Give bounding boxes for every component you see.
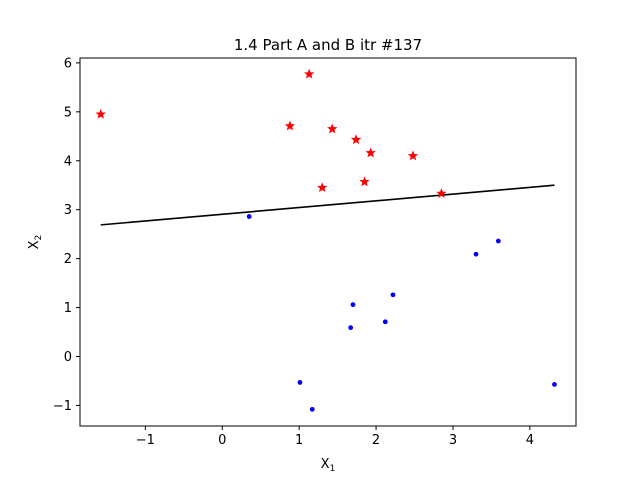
y-axis-ticks: −1 0 1 2 3 4 5 6 xyxy=(53,56,80,414)
y-axis-label: X2 xyxy=(27,235,44,250)
plot-frame xyxy=(79,57,577,427)
x-tick-label: 2 xyxy=(372,433,380,448)
decision-boundary-line xyxy=(100,184,555,226)
y-tick-label: 6 xyxy=(64,56,72,71)
star-point xyxy=(284,120,296,131)
circle-point xyxy=(348,325,354,331)
circle-point xyxy=(297,380,303,385)
x-axis-ticks: −1 0 1 2 3 4 xyxy=(136,426,534,448)
star-point xyxy=(359,176,370,187)
star-point xyxy=(407,150,419,161)
star-point xyxy=(317,182,328,193)
star-point xyxy=(95,108,106,119)
x-tick-label: 1 xyxy=(295,433,303,448)
circle-point xyxy=(309,406,315,412)
x-tick-label: 3 xyxy=(449,433,457,448)
circle-point xyxy=(350,302,356,308)
circle-point xyxy=(552,382,557,387)
x-tick-label: −1 xyxy=(136,433,155,448)
chart-title: 1.4 Part A and B itr #137 xyxy=(234,36,422,54)
x-axis-label: X1 xyxy=(321,457,336,474)
y-tick-label: 2 xyxy=(64,252,72,267)
x-axis-label-main: X xyxy=(321,457,330,472)
y-tick-label: 1 xyxy=(64,301,72,316)
star-point xyxy=(304,68,315,79)
circle-point xyxy=(382,319,388,325)
star-point xyxy=(350,134,362,145)
x-tick-label: 0 xyxy=(218,433,226,448)
star-point xyxy=(436,188,447,198)
circle-point xyxy=(495,238,501,244)
circle-point xyxy=(246,214,252,219)
y-tick-label: 3 xyxy=(64,203,72,218)
y-axis-label-main: X xyxy=(27,240,42,249)
circle-point xyxy=(390,292,396,298)
star-point xyxy=(365,147,376,158)
plot-area xyxy=(95,68,557,412)
y-tick-label: 4 xyxy=(64,154,72,169)
y-tick-label: 0 xyxy=(64,350,72,365)
circle-point xyxy=(473,251,479,257)
y-axis-label-sub: 2 xyxy=(34,235,44,241)
x-axis-label-sub: 1 xyxy=(330,464,336,474)
y-tick-label: 5 xyxy=(64,105,72,120)
y-tick-label: −1 xyxy=(53,399,72,414)
x-tick-label: 4 xyxy=(526,433,534,448)
star-point xyxy=(327,123,338,134)
